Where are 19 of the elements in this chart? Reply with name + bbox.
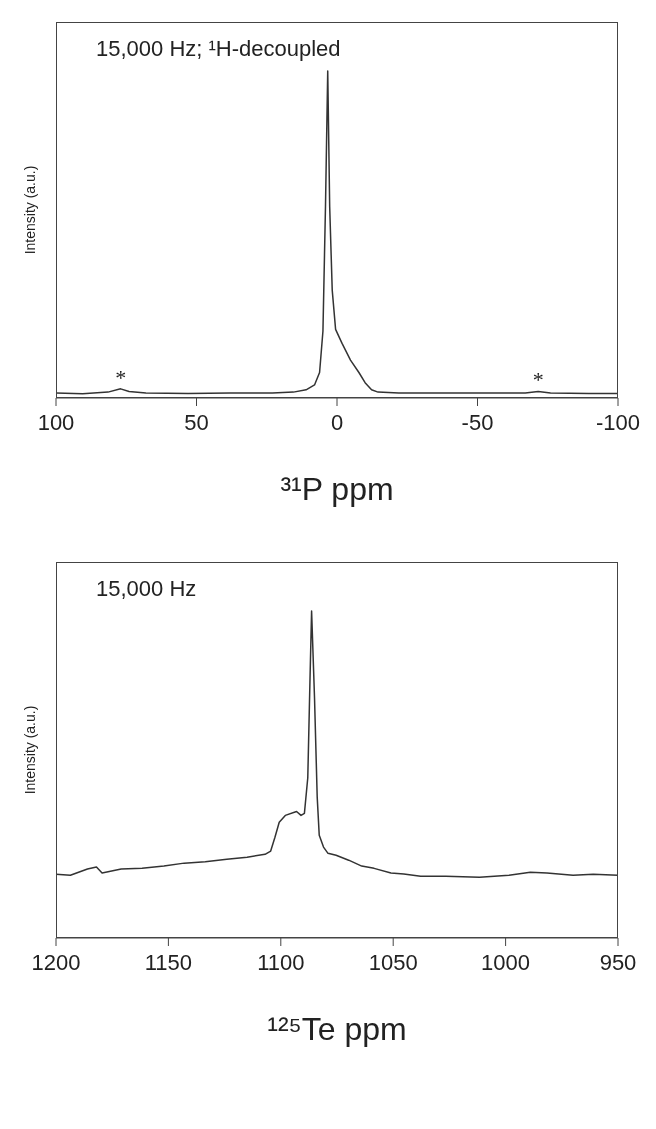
x-axis-title: ³¹P ppm: [280, 471, 394, 507]
x-tick-label: 1100: [257, 949, 305, 975]
x-tick-label: -100: [595, 409, 641, 435]
x-tick-label: 1200: [31, 949, 81, 975]
y-axis-title: Intensity (a.u.): [22, 705, 38, 795]
x-tick-label: 1000: [481, 949, 531, 975]
text: 15,000 Hz: [96, 576, 197, 602]
x-tick-label: 0: [330, 409, 344, 435]
y-axis-title: Intensity (a.u.): [22, 165, 38, 255]
x-tick-label: -50: [461, 409, 494, 435]
x-tick-label: 950: [599, 949, 637, 975]
x-tick-label: 100: [37, 409, 75, 435]
annotation: *: [532, 367, 544, 393]
text: 15,000 Hz; ¹H-decoupled: [96, 36, 341, 62]
x-tick-label: 1050: [368, 949, 418, 975]
x-tick-label: 1150: [144, 949, 193, 975]
annotation: *: [115, 364, 127, 390]
x-axis-title: ¹²⁵Te ppm: [267, 1011, 407, 1047]
x-tick-label: 50: [184, 409, 209, 435]
